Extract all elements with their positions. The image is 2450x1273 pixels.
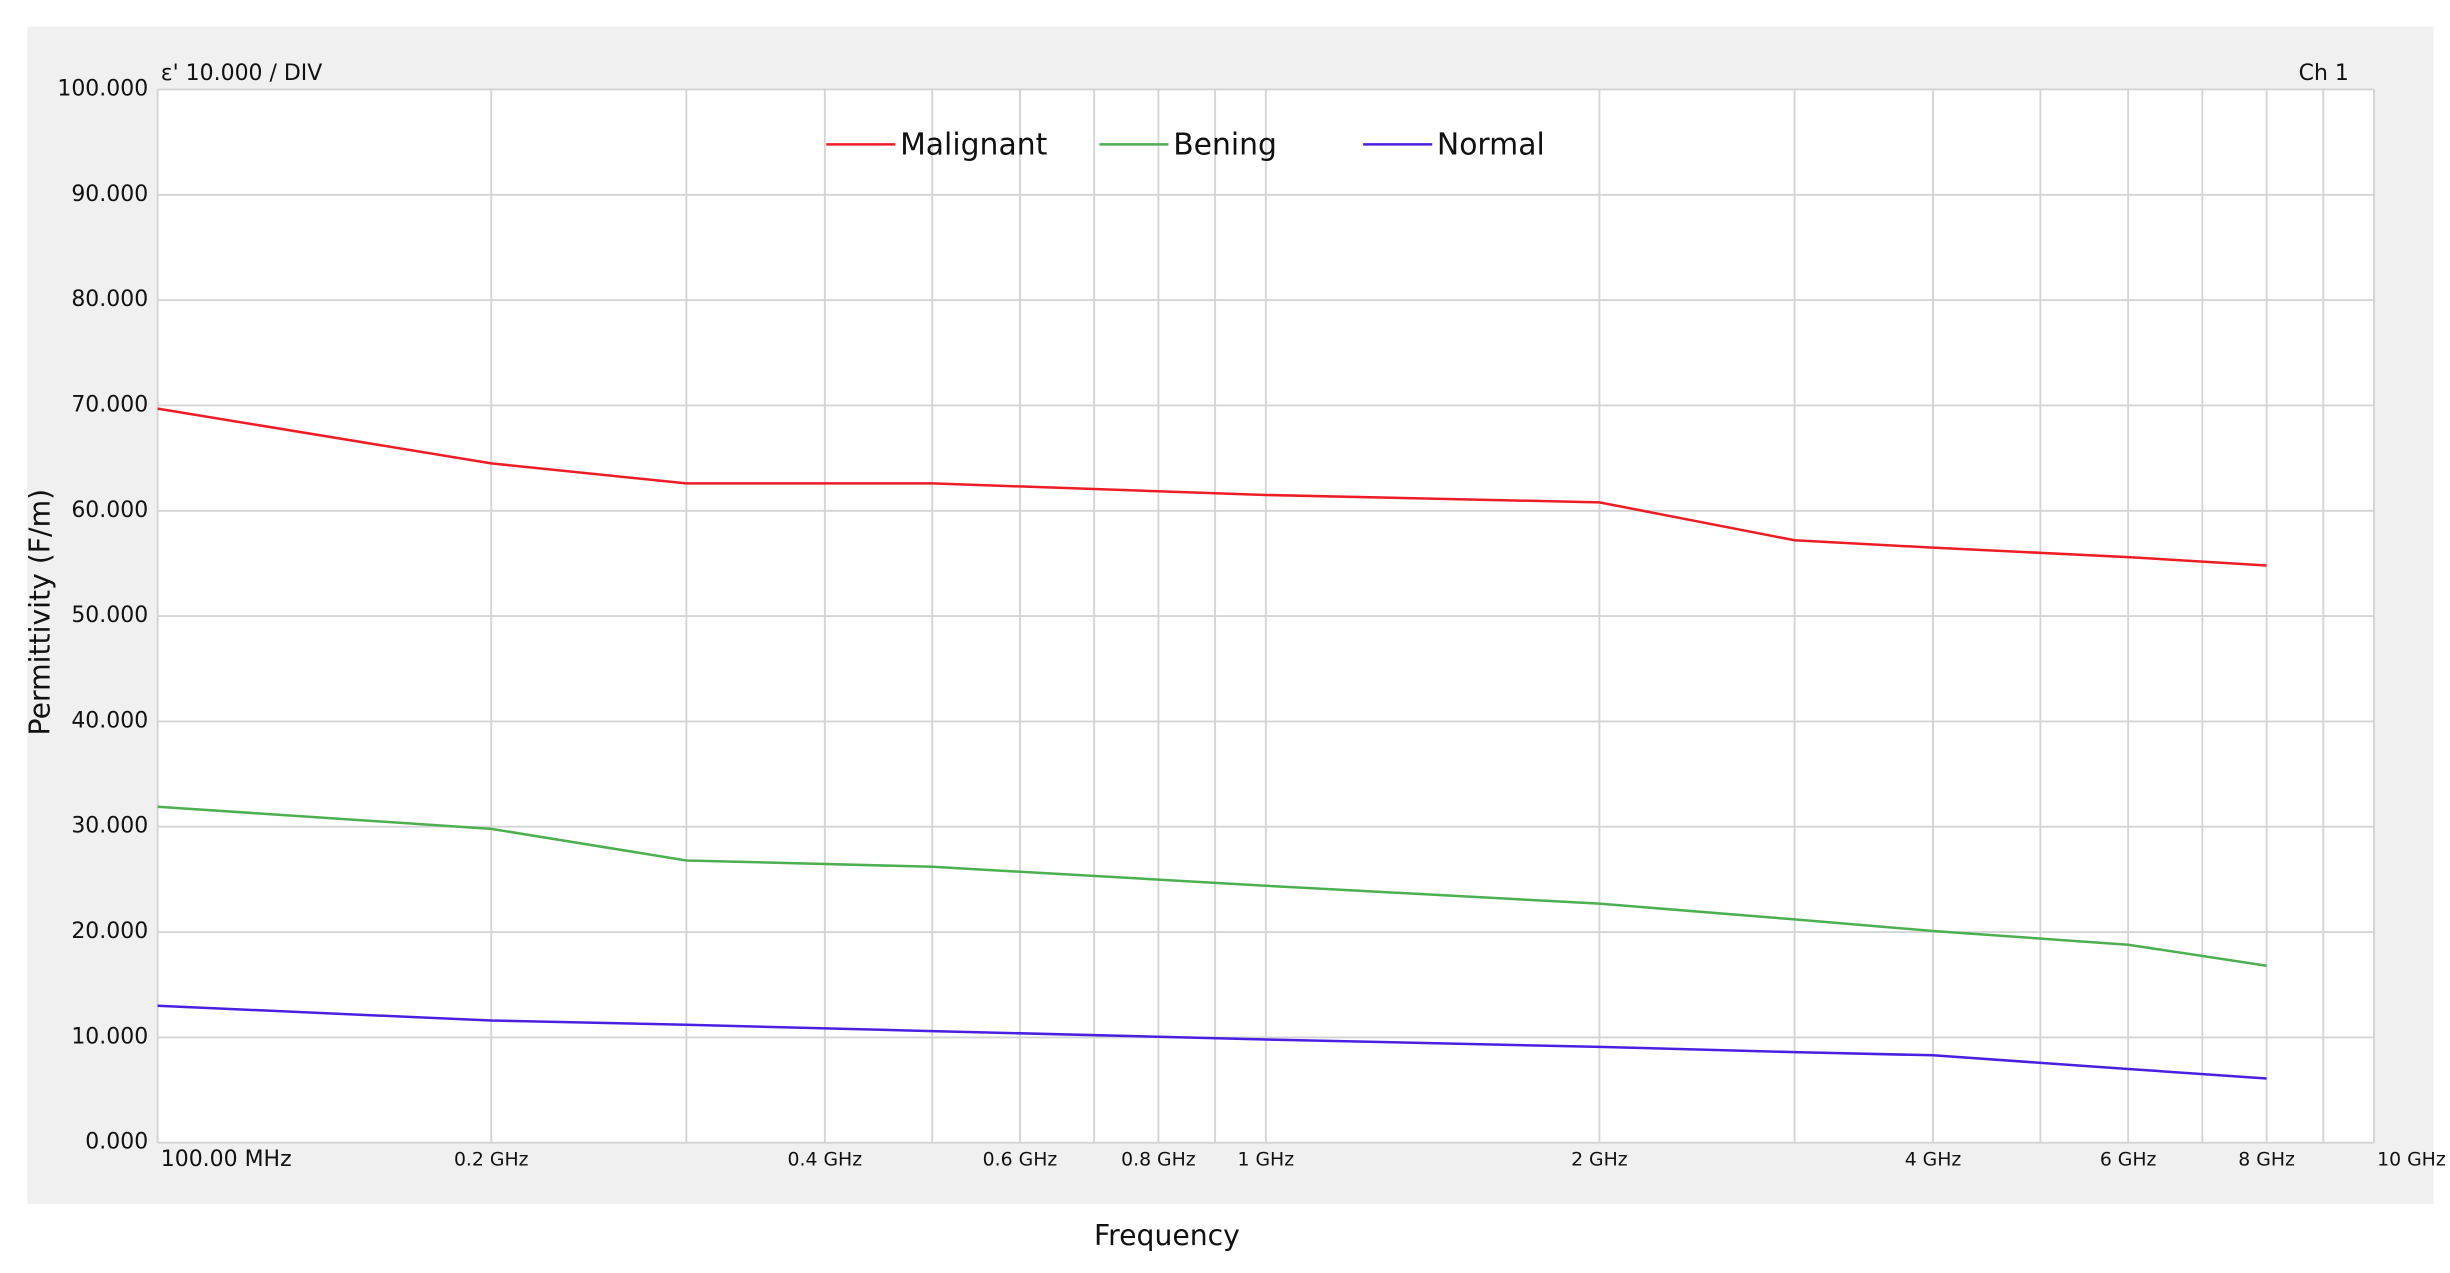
x-tick-label: 0.2 GHz bbox=[454, 1149, 529, 1170]
x-tick-label: 0.4 GHz bbox=[788, 1149, 863, 1170]
legend-label: Bening bbox=[1173, 127, 1277, 162]
x-tick-label: 8 GHz bbox=[2238, 1149, 2295, 1170]
x-tick-label: 6 GHz bbox=[2100, 1149, 2157, 1170]
x-tick-label: 100.00 MHz bbox=[161, 1147, 292, 1172]
channel-label: Ch 1 bbox=[2299, 61, 2349, 86]
x-axis-label: Frequency bbox=[1094, 1219, 1240, 1252]
x-tick-label: 2 GHz bbox=[1571, 1149, 1628, 1170]
chart-title: ε' 10.000 / DIV bbox=[161, 61, 323, 86]
y-tick-label: 50.000 bbox=[71, 603, 148, 628]
y-tick-label: 10.000 bbox=[71, 1024, 148, 1049]
y-tick-label: 100.000 bbox=[57, 76, 148, 101]
y-tick-label: 90.000 bbox=[71, 182, 148, 207]
grid bbox=[156, 88, 2375, 1144]
x-tick-label: 0.8 GHz bbox=[1121, 1149, 1196, 1170]
y-tick-label: 20.000 bbox=[71, 919, 148, 944]
y-tick-label: 30.000 bbox=[71, 814, 148, 839]
y-tick-label: 80.000 bbox=[71, 287, 148, 312]
y-axis-label: Permittivity (F/m) bbox=[23, 489, 56, 736]
x-tick-label: 0.6 GHz bbox=[983, 1149, 1058, 1170]
x-tick-label: 4 GHz bbox=[1905, 1149, 1962, 1170]
legend-label: Malignant bbox=[900, 127, 1047, 162]
series-line bbox=[157, 1004, 2267, 1080]
series-line bbox=[157, 805, 2267, 968]
y-tick-label: 40.000 bbox=[71, 708, 148, 733]
y-tick-label: 60.000 bbox=[71, 498, 148, 523]
y-tick-label: 70.000 bbox=[71, 392, 148, 417]
y-tick-label: 0.000 bbox=[85, 1130, 148, 1155]
series-line bbox=[157, 407, 2267, 567]
x-tick-label: 10 GHz bbox=[2377, 1149, 2446, 1170]
x-tick-label: 1 GHz bbox=[1238, 1149, 1295, 1170]
legend-label: Normal bbox=[1437, 127, 1545, 162]
